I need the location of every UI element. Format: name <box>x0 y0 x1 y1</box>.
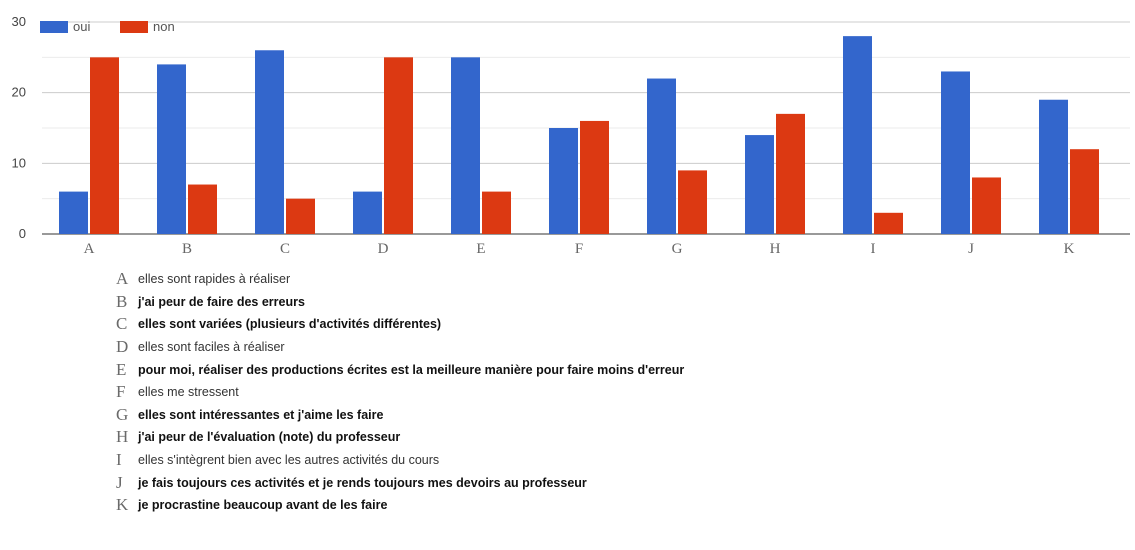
description-text: elles sont variées (plusieurs d'activité… <box>138 317 442 332</box>
description-text: elles sont intéressantes et j'aime les f… <box>138 407 384 422</box>
x-tick-label: D <box>378 241 389 257</box>
bar-oui-A <box>59 191 88 234</box>
description-letter: F <box>116 382 126 402</box>
x-tick-label: C <box>280 241 290 257</box>
description-letter: E <box>116 359 127 379</box>
description-text: elles sont rapides à réaliser <box>138 272 291 287</box>
description-text: j'ai peur de l'évaluation (note) du prof… <box>138 430 401 445</box>
x-tick-label: F <box>575 241 583 257</box>
y-tick-label: 10 <box>12 155 26 170</box>
bar-non-A <box>90 57 119 235</box>
description-letter: I <box>116 450 122 470</box>
bar-non-K <box>1070 149 1099 234</box>
bar-oui-B <box>157 64 186 235</box>
y-tick-label: 0 <box>19 226 26 241</box>
bar-oui-D <box>353 191 382 234</box>
description-text: je procrastine beaucoup avant de les fai… <box>138 498 388 513</box>
description-text: elles s'intègrent bien avec les autres a… <box>138 453 440 468</box>
description-text: elles sont faciles à réaliser <box>138 340 285 355</box>
description-text: elles me stressent <box>138 385 239 400</box>
y-tick-label: 30 <box>12 14 26 29</box>
x-axis-ticks: A B C D E F G H I J K <box>84 241 1075 257</box>
x-tick-label: K <box>1064 241 1075 257</box>
description-text: pour moi, réaliser des productions écrit… <box>138 362 685 377</box>
bar-non-G <box>678 170 707 234</box>
bar-oui-H <box>745 135 774 234</box>
bar-non-F <box>580 120 609 234</box>
legend-swatch-non <box>120 21 148 33</box>
bar-oui-J <box>941 71 970 234</box>
bars <box>59 36 1099 235</box>
bar-non-I <box>874 212 903 234</box>
bar-non-J <box>972 177 1001 234</box>
description-letter: C <box>116 314 128 334</box>
y-axis-ticks: 0 10 20 30 <box>12 14 26 241</box>
legend-label-non: non <box>153 19 175 34</box>
x-tick-label: I <box>871 241 876 257</box>
description-letter: J <box>116 472 123 492</box>
description-text: j'ai peur de faire des erreurs <box>138 294 305 309</box>
description-text: je fais toujours ces activités et je ren… <box>138 475 587 490</box>
x-tick-label: H <box>770 241 781 257</box>
bar-non-E <box>482 191 511 234</box>
bar-chart: 0 10 20 30 A B C D E F G H I J K oui non <box>12 14 1130 257</box>
x-tick-label: A <box>84 241 95 257</box>
legend-label-oui: oui <box>73 19 90 34</box>
bar-oui-E <box>451 57 480 235</box>
bar-oui-K <box>1039 99 1068 234</box>
description-letter: D <box>116 337 129 357</box>
bar-oui-C <box>255 50 284 235</box>
bar-oui-I <box>843 36 872 235</box>
bar-non-H <box>776 113 805 234</box>
bar-oui-F <box>549 128 578 234</box>
description-letter: G <box>116 404 129 424</box>
x-tick-label: E <box>476 241 485 257</box>
x-tick-label: B <box>182 241 192 257</box>
description-letter: K <box>116 495 129 515</box>
legend-swatch-oui <box>40 21 68 33</box>
description-letter: B <box>116 291 128 311</box>
bar-non-D <box>384 57 413 235</box>
legend: oui non <box>40 19 175 34</box>
x-tick-label: G <box>672 241 683 257</box>
y-tick-label: 20 <box>12 85 26 100</box>
x-tick-label: J <box>968 241 974 257</box>
description-letter: H <box>116 427 129 447</box>
bar-non-B <box>188 184 217 234</box>
description-letter: A <box>116 269 129 289</box>
bar-non-C <box>286 198 315 234</box>
bar-oui-G <box>647 78 676 235</box>
